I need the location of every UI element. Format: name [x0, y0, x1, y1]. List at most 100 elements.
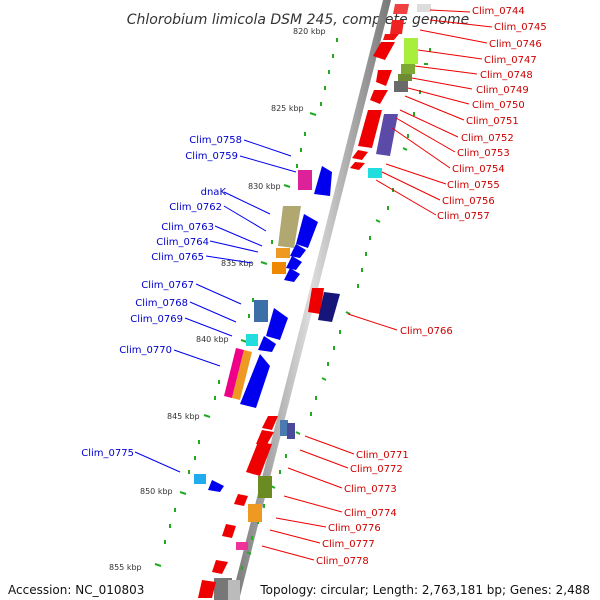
gene-label: Clim_0773	[344, 484, 397, 495]
gene-label: Clim_0770	[119, 345, 172, 356]
inner-scale-track	[235, 48, 431, 586]
gene-clim-0751	[376, 70, 392, 86]
scale-label: 845 kbp	[167, 412, 200, 421]
map-title: Chlorobium limicola DSM 245, complete ge…	[127, 12, 470, 28]
gene-clim-0766a	[308, 288, 324, 314]
scale-label: 850 kbp	[140, 487, 173, 496]
gene-clim-0768	[266, 308, 288, 340]
gene-clim-0776	[248, 504, 262, 522]
gene-label: Clim_0748	[480, 70, 533, 81]
genome-stats-text: Topology: circular; Length: 2,763,181 bp…	[260, 583, 590, 597]
right-leader-lines	[261, 9, 493, 561]
gene-label: Clim_0754	[452, 164, 505, 175]
gene-label: Clim_0763	[161, 222, 214, 233]
gene-clim-0745	[417, 4, 431, 12]
gene-arrow	[258, 336, 276, 352]
gene-label: Clim_0765	[151, 252, 204, 263]
gene-label: Clim_0767	[141, 280, 194, 291]
gene-clim-0767	[254, 300, 268, 322]
scale-label: 830 kbp	[248, 182, 281, 191]
gene-label: Clim_0749	[476, 85, 529, 96]
gene-clim-0775	[194, 474, 206, 484]
left-gene-labels: Clim_0758 Clim_0759 dnaK Clim_0762 Clim_…	[81, 135, 242, 459]
gene-label: Clim_0764	[156, 237, 209, 248]
gene-clim-0755	[352, 150, 368, 160]
gene-clim-0777	[222, 524, 236, 538]
gene-label: Clim_0751	[466, 116, 519, 127]
scale-label: 835 kbp	[221, 259, 254, 268]
forward-strand-genes	[194, 166, 332, 492]
gene-arrow	[284, 268, 300, 282]
gene-label: Clim_0775	[81, 448, 134, 459]
gene-clim-0772b	[246, 442, 272, 476]
gene-clim-0771	[280, 420, 288, 436]
gene-clim-0764	[290, 244, 306, 258]
gene-label: Clim_0758	[189, 135, 242, 146]
gene-label: Clim_0766	[400, 326, 453, 337]
scale-label: 825 kbp	[271, 104, 304, 113]
gene-arrow	[208, 480, 224, 492]
gene-label: dnaK	[201, 187, 227, 198]
gene-label: Clim_0755	[447, 180, 500, 191]
gene-label: Clim_0769	[130, 314, 183, 325]
scale-labels: 820 kbp 825 kbp 830 kbp 835 kbp 840 kbp …	[109, 27, 326, 572]
gene-clim-0749	[394, 81, 408, 92]
gene-clim-0769	[246, 334, 258, 346]
gene-clim-0765	[272, 262, 286, 274]
accession-text: Accession: NC_010803	[8, 583, 145, 597]
gene-clim-0747	[404, 38, 418, 64]
scale-label: 820 kbp	[293, 27, 326, 36]
gene-label: Clim_0768	[135, 298, 188, 309]
gene-label: Clim_0750	[472, 100, 525, 111]
gene-clim-0772	[287, 423, 295, 439]
gene-label: Clim_0753	[457, 148, 510, 159]
gene-label: Clim_0752	[461, 133, 514, 144]
gene-label: Clim_0757	[437, 211, 490, 222]
gene-arrow	[286, 256, 302, 270]
gene-clim-0773	[258, 476, 272, 498]
gene-clim-0771b	[256, 430, 274, 446]
gene-label: Clim_0774	[344, 508, 397, 519]
gene-arrow	[214, 578, 232, 600]
gene-label: Clim_0771	[356, 450, 409, 461]
gene-clim-0748	[401, 64, 415, 74]
reverse-strand-genes	[198, 4, 431, 600]
gene-label: Clim_0745	[494, 22, 547, 33]
gene-clim-0770b	[240, 354, 270, 408]
gene-label: Clim_0778	[316, 556, 369, 567]
gene-clim-0770a	[224, 348, 244, 398]
gene-label: Clim_0746	[489, 39, 542, 50]
left-leader-lines	[134, 139, 297, 473]
gene-clim-0770	[232, 350, 252, 400]
gene-clim-0757	[368, 168, 382, 178]
gene-clim-0762	[296, 214, 318, 248]
gene-label: Clim_0744	[472, 6, 525, 17]
right-gene-labels: Clim_0744 Clim_0745 Clim_0746 Clim_0747 …	[316, 6, 547, 567]
gene-clim-0753	[358, 110, 382, 148]
gene-clim-0771a	[262, 416, 278, 430]
gene-clim-0752	[370, 90, 388, 104]
gene-clim-0754	[376, 114, 398, 156]
gene-clim-0766	[318, 292, 340, 322]
gene-clim-0774	[234, 494, 248, 506]
gene-clim-0763	[276, 248, 290, 258]
gene-label: Clim_0776	[328, 523, 381, 534]
gene-arrow	[228, 580, 240, 600]
gene-clim-0744	[393, 4, 409, 14]
gene-clim-0748b	[398, 74, 412, 81]
outer-scale-track	[154, 38, 338, 567]
gene-clim-0759	[314, 166, 332, 196]
gene-clim-0758	[298, 170, 312, 190]
gene-clim-0756	[350, 162, 365, 170]
scale-label: 840 kbp	[196, 335, 229, 344]
gene-clim-0750	[373, 42, 395, 60]
gene-dnak	[278, 206, 301, 248]
gene-arrow	[198, 580, 216, 598]
scale-label: 855 kbp	[109, 563, 142, 572]
gene-label: Clim_0747	[484, 55, 537, 66]
gene-clim-0778	[236, 542, 248, 550]
gene-label: Clim_0777	[322, 539, 375, 550]
gene-clim-0746	[390, 20, 404, 34]
